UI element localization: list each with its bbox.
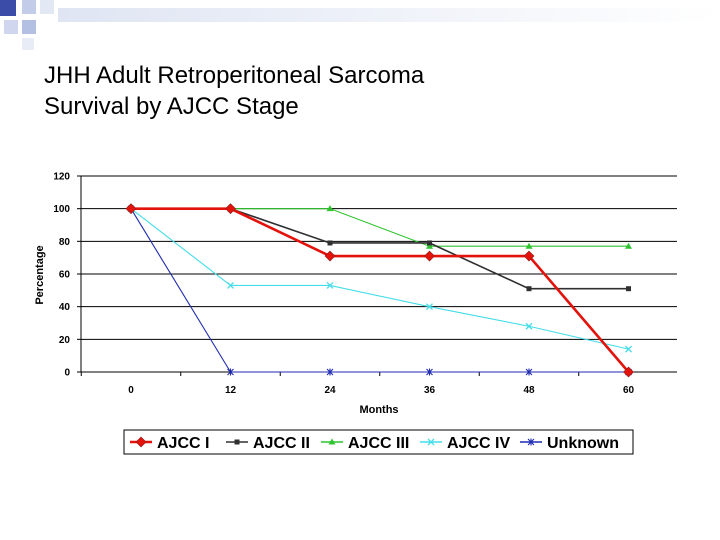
x-tick-label-48: 48 xyxy=(523,385,535,396)
y-axis-title: Percentage xyxy=(34,245,46,304)
point-ajcc-iii-36 xyxy=(426,242,433,249)
point-ajcc-ii-24 xyxy=(327,240,333,246)
point-ajcc-iv-24 xyxy=(326,281,334,289)
slide-title-line-1: JHH Adult Retroperitoneal Sarcoma xyxy=(44,62,425,89)
x-tick-label-24: 24 xyxy=(324,385,336,396)
x-tick-label-36: 36 xyxy=(424,385,436,396)
legend-swatch-marker-ajcc-ii xyxy=(234,439,240,445)
slide-title-line-2: Survival by AJCC Stage xyxy=(44,93,299,120)
point-ajcc-i-0 xyxy=(125,203,137,215)
series-line-ajcc-i xyxy=(131,207,630,373)
legend-label-unknown: Unknown xyxy=(547,435,619,452)
x-tick-label-12: 12 xyxy=(225,385,237,396)
point-ajcc-i-12 xyxy=(225,203,236,215)
point-unknown-24 xyxy=(326,368,334,376)
point-ajcc-iii-60 xyxy=(625,242,632,249)
point-ajcc-iv-48 xyxy=(525,322,533,330)
legend-swatch-marker-unknown xyxy=(527,438,535,446)
series-line-unknown xyxy=(130,208,629,373)
x-tick-label-0: 0 xyxy=(128,385,134,396)
point-ajcc-i-48 xyxy=(523,250,535,262)
point-ajcc-ii-60 xyxy=(626,286,631,292)
legend-label-ajcc-ii: AJCC II xyxy=(253,435,310,452)
deco-square-6 xyxy=(22,38,34,50)
header-band xyxy=(58,8,720,22)
point-ajcc-ii-48 xyxy=(526,286,532,292)
point-ajcc-i-36 xyxy=(424,250,435,262)
deco-square-5 xyxy=(22,20,36,34)
y-tick-label-0: 0 xyxy=(64,368,70,379)
y-tick-label-100: 100 xyxy=(53,204,70,215)
legend-swatch-marker-ajcc-iv xyxy=(427,438,435,446)
point-ajcc-i-24 xyxy=(324,250,336,262)
x-axis-title: Months xyxy=(359,404,398,416)
deco-square-4 xyxy=(4,20,18,34)
point-unknown-48 xyxy=(525,368,533,376)
y-tick-label-40: 40 xyxy=(59,302,71,313)
series-line-ajcc-iii xyxy=(131,208,629,247)
point-ajcc-i-60 xyxy=(623,366,634,378)
point-ajcc-iii-24 xyxy=(326,205,334,212)
series-line-ajcc-iv xyxy=(130,208,629,350)
y-tick-label-60: 60 xyxy=(59,270,71,281)
point-ajcc-iv-36 xyxy=(426,303,433,311)
point-unknown-36 xyxy=(426,368,433,376)
deco-square-3 xyxy=(40,0,54,14)
point-ajcc-ii-36 xyxy=(427,240,432,246)
point-ajcc-iv-12 xyxy=(227,281,234,289)
legend-box xyxy=(123,429,634,455)
legend-label-ajcc-iv: AJCC IV xyxy=(447,435,510,452)
x-tick-label-60: 60 xyxy=(623,385,635,396)
legend-swatch-marker-ajcc-i xyxy=(135,436,147,448)
y-tick-label-20: 20 xyxy=(59,335,71,346)
series-line-ajcc-ii xyxy=(131,207,629,290)
point-unknown-12 xyxy=(227,368,234,376)
header-decoration xyxy=(0,0,720,50)
deco-square-2 xyxy=(22,0,36,14)
deco-square-1 xyxy=(0,0,16,16)
y-tick-label-120: 120 xyxy=(53,172,70,183)
point-ajcc-iii-48 xyxy=(525,242,533,249)
legend-label-ajcc-iii: AJCC III xyxy=(348,435,409,452)
legend-swatch-marker-ajcc-iii xyxy=(328,438,336,445)
y-tick-label-80: 80 xyxy=(59,237,71,248)
legend-label-ajcc-i: AJCC I xyxy=(157,435,209,452)
slide-title: JHH Adult Retroperitoneal Sarcoma Surviv… xyxy=(44,60,424,122)
point-ajcc-iv-60 xyxy=(625,345,632,353)
